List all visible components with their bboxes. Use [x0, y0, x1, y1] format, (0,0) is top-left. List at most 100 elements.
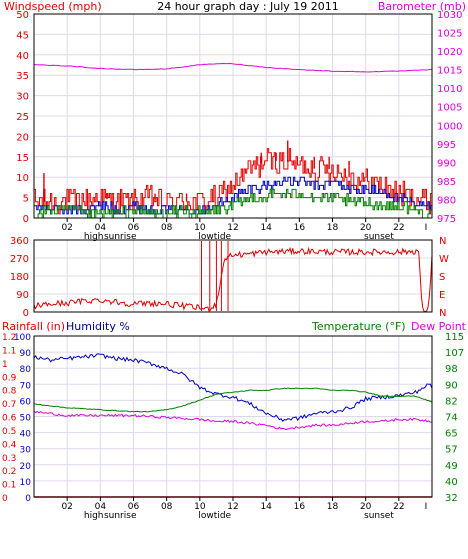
- humidity-tick-0: 0: [25, 494, 31, 504]
- humidity-tick-50: 50: [20, 414, 32, 424]
- wind-panel-xtick-label-14: 14: [260, 223, 272, 233]
- barometer-tick-980: 980: [437, 195, 456, 206]
- barometer-tick-985: 985: [437, 177, 456, 188]
- wind-panel-marker-sunrise: sunrise: [104, 232, 137, 242]
- wind-panel-xtick-label-16: 16: [294, 223, 306, 233]
- windspeed-tick-35: 35: [16, 71, 29, 82]
- wind-panel-xtick-label-22: 22: [393, 223, 404, 233]
- rainfall-tick-0-8: 0.8: [2, 387, 17, 397]
- series-direction: [33, 246, 433, 313]
- temperature-tick-57: 57: [445, 445, 458, 456]
- wind-panel-xtick-label-10: 10: [194, 223, 206, 233]
- humidity-panel-xtick-label-20: 20: [360, 502, 372, 512]
- series-temperature: [33, 387, 433, 413]
- wind-panel-xtick-label-06: 06: [128, 223, 140, 233]
- rainfall-tick-1-1: 1.1: [2, 346, 16, 356]
- direction-panel-frame: [33, 239, 433, 313]
- temperature-tick-65: 65: [445, 429, 458, 440]
- humidity-tick-30: 30: [20, 446, 32, 456]
- humidity-panel-xtick-label-10: 10: [194, 502, 206, 512]
- barometer-tick-1000: 1000: [437, 121, 462, 132]
- series-dew_point: [33, 410, 432, 431]
- temperature-tick-32: 32: [445, 493, 458, 504]
- windspeed-tick-10: 10: [16, 173, 29, 184]
- rainfall-tick-1-2: 1.2: [2, 333, 16, 343]
- dew-point-axis-label: Dew Point: [411, 320, 467, 333]
- top-chart-title: 24 hour graph day : July 19 2011: [157, 0, 339, 13]
- compass-tick-W: W: [439, 254, 449, 265]
- humidity-panel-xtick-label-02: 02: [61, 502, 72, 512]
- temperature-tick-74: 74: [445, 413, 458, 424]
- direction-tick-360: 360: [10, 236, 29, 247]
- series-lull: [34, 188, 433, 219]
- humidity-panel-marker-high: high: [84, 511, 104, 521]
- humidity-panel-xtick-label-06: 06: [128, 502, 140, 512]
- temperature-tick-107: 107: [445, 348, 464, 359]
- series-average: [34, 176, 432, 215]
- wind-panel-marker-high: high: [84, 232, 104, 242]
- barometer-tick-1010: 1010: [437, 84, 462, 95]
- series-humidity: [33, 353, 433, 422]
- humidity-tick-90: 90: [20, 349, 32, 359]
- rainfall-tick-1: 1: [2, 360, 8, 370]
- rainfall-tick-0-3: 0.3: [2, 454, 16, 464]
- humidity-panel-marker-sunset: sunset: [364, 511, 394, 521]
- windspeed-tick-30: 30: [16, 92, 29, 103]
- wind-panel-marker-sunset: sunset: [364, 232, 394, 242]
- wind-panel-xtick-label-02: 02: [61, 223, 72, 233]
- wind-panel-xtick-label-18: 18: [327, 223, 339, 233]
- wind-panel-xtick-end: I: [425, 223, 428, 233]
- rainfall-tick-0-4: 0.4: [2, 440, 17, 450]
- rainfall-tick-0-2: 0.2: [2, 467, 16, 477]
- temperature-tick-90: 90: [445, 380, 458, 391]
- windspeed-tick-25: 25: [16, 112, 29, 123]
- humidity-panel-xtick-label-14: 14: [260, 502, 272, 512]
- humidity-tick-100: 100: [14, 333, 31, 343]
- text-layer: 24 hour graph day : July 19 2011 Windspe…: [2, 0, 467, 521]
- humidity-tick-60: 60: [20, 397, 32, 407]
- rainfall-tick-0-5: 0.5: [2, 427, 16, 437]
- temperature-tick-49: 49: [445, 461, 458, 472]
- wind-panel-xtick-label-08: 08: [161, 223, 173, 233]
- barometer-tick-995: 995: [437, 140, 456, 151]
- wind-panel-xtick-label-20: 20: [360, 223, 372, 233]
- wind-panel-xtick-label-12: 12: [227, 223, 238, 233]
- temperature-axis-label: Temperature (°F): [311, 320, 406, 333]
- temperature-tick-82: 82: [445, 396, 458, 407]
- humidity-tick-10: 10: [20, 478, 32, 488]
- barometer-tick-1025: 1025: [437, 29, 462, 40]
- humidity-panel-xtick-label-04: 04: [95, 502, 107, 512]
- barometer-tick-990: 990: [437, 158, 456, 169]
- humidity-tick-70: 70: [20, 381, 32, 391]
- direction-tick-180: 180: [10, 272, 29, 283]
- barometer-tick-975: 975: [437, 214, 456, 225]
- rainfall-tick-0-1: 0.1: [2, 481, 16, 491]
- barometer-tick-1015: 1015: [437, 66, 462, 77]
- series-barometer: [33, 62, 433, 73]
- rainfall-tick-0-9: 0.9: [2, 373, 17, 383]
- compass-tick-N: N: [439, 236, 446, 247]
- humidity-panel-marker-lowtide: lowtide: [198, 511, 231, 521]
- frame-layer: [33, 13, 433, 501]
- direction-tick-90: 90: [16, 290, 29, 301]
- rainfall-tick-0-7: 0.7: [2, 400, 16, 410]
- grid-layer: [34, 14, 432, 497]
- rainfall-axis-label: Rainfall (in): [2, 320, 65, 333]
- windspeed-tick-15: 15: [16, 153, 29, 164]
- direction-tick-270: 270: [10, 254, 29, 265]
- humidity-axis-label: Humidity %: [66, 320, 130, 333]
- windspeed-tick-45: 45: [16, 30, 29, 41]
- wind-panel-marker-lowtide: lowtide: [198, 232, 231, 242]
- compass-tick-N: N: [439, 308, 446, 319]
- humidity-panel-xtick-label-16: 16: [294, 502, 306, 512]
- rainfall-tick-0: 0: [2, 494, 8, 504]
- barometer-tick-1030: 1030: [437, 10, 462, 21]
- wind-panel-xtick-label-04: 04: [95, 223, 107, 233]
- humidity-panel-marker-sunrise: sunrise: [104, 511, 137, 521]
- humidity-panel-xtick-label-12: 12: [227, 502, 238, 512]
- windspeed-tick-0: 0: [23, 214, 29, 225]
- humidity-panel-xtick-label-08: 08: [161, 502, 173, 512]
- barometer-axis-label: Barometer (mb): [378, 0, 466, 13]
